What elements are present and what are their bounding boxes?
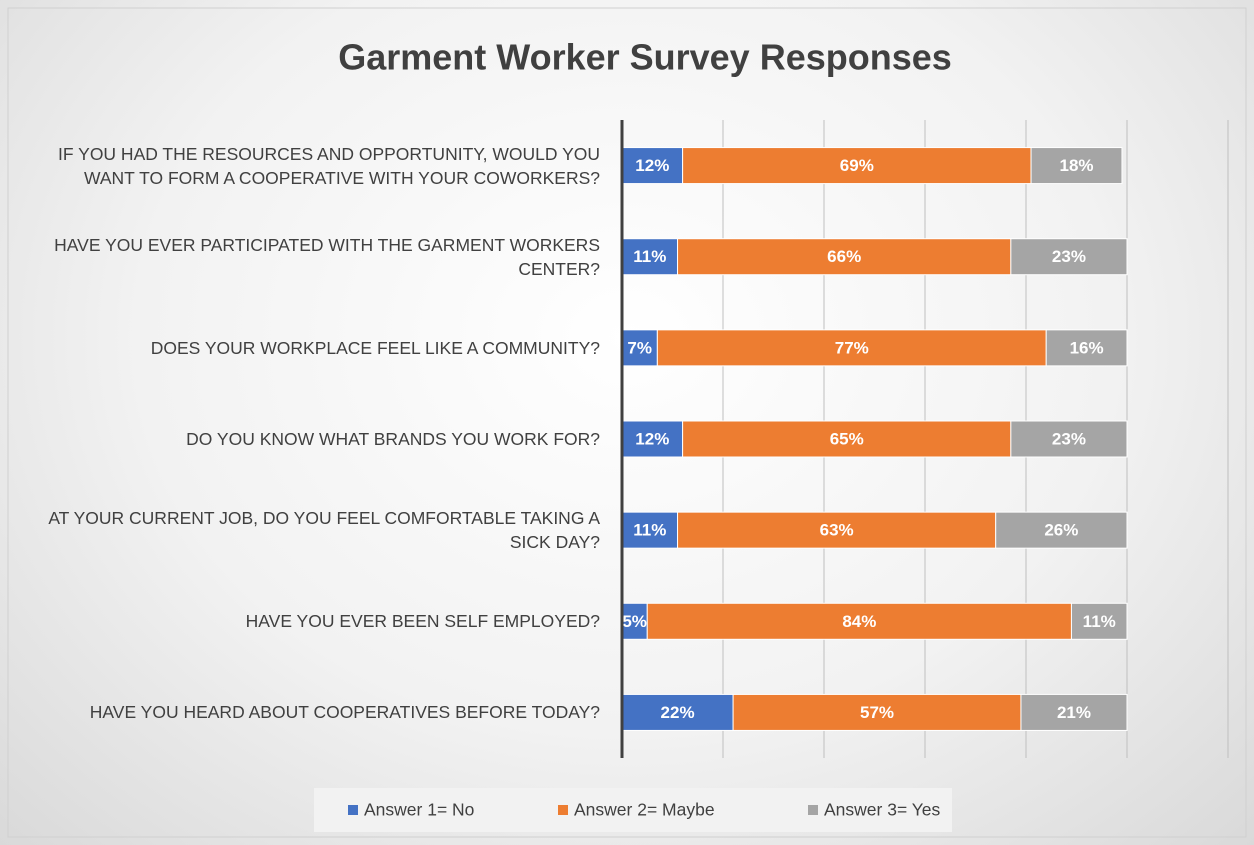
- bar-segment: [677, 511, 997, 549]
- data-label: 69%: [840, 156, 874, 175]
- bar-segment: [621, 238, 679, 276]
- data-label: 23%: [1052, 429, 1086, 448]
- bar-segment: [1010, 420, 1128, 458]
- bar-segment: [677, 238, 1012, 276]
- data-label: 18%: [1059, 156, 1093, 175]
- data-label: 63%: [820, 521, 854, 540]
- data-label: 77%: [835, 338, 869, 357]
- data-label: 65%: [830, 429, 864, 448]
- category-label: DOES YOUR WORKPLACE FEEL LIKE A COMMUNIT…: [150, 337, 600, 358]
- data-label: 16%: [1070, 338, 1104, 357]
- data-label: 57%: [860, 703, 894, 722]
- bar-segment: [1070, 602, 1128, 640]
- bar-segment: [621, 511, 679, 549]
- bar-segment: [656, 329, 1047, 367]
- bar-segment: [621, 693, 734, 731]
- data-label: 66%: [827, 247, 861, 266]
- data-label: 84%: [842, 612, 876, 631]
- legend-label: Answer 1= No: [364, 800, 474, 820]
- category-label: HAVE YOU HEARD ABOUT COOPERATIVES BEFORE…: [89, 702, 600, 723]
- category-label: DO YOU KNOW WHAT BRANDS YOU WORK FOR?: [186, 429, 600, 449]
- category-label: HAVE YOU EVER PARTICIPATED WITH THE GARM…: [54, 234, 600, 279]
- legend-box: [314, 788, 952, 832]
- legend-label: Answer 3= Yes: [824, 800, 941, 820]
- data-label: 5%: [622, 612, 647, 631]
- legend-label: Answer 2= Maybe: [574, 800, 715, 820]
- bar-segment: [1020, 693, 1128, 731]
- data-label: 22%: [661, 703, 695, 722]
- data-label: 11%: [633, 521, 666, 540]
- legend-swatch: [558, 805, 568, 815]
- bar-segment: [995, 511, 1128, 549]
- bar-segment: [621, 420, 684, 458]
- bar-segment: [621, 602, 648, 640]
- data-label: 7%: [627, 338, 652, 357]
- data-label: 12%: [635, 156, 669, 175]
- bar-segment: [646, 602, 1072, 640]
- data-label: 12%: [635, 429, 669, 448]
- bar-segment: [621, 329, 658, 367]
- frame: [7, 7, 1247, 838]
- category-label: HAVE YOU EVER BEEN SELF EMPLOYED?: [245, 611, 600, 632]
- legend-swatch: [808, 805, 818, 815]
- category-label: AT YOUR CURRENT JOB, DO YOU FEEL COMFORT…: [48, 508, 600, 553]
- bar-segment: [1045, 329, 1128, 367]
- bar-segment: [682, 420, 1012, 458]
- data-label: 21%: [1057, 703, 1091, 722]
- bar-segment: [1010, 238, 1128, 276]
- bar-segment: [1030, 147, 1123, 185]
- data-label: 26%: [1044, 521, 1078, 540]
- bar-segment: [732, 693, 1022, 731]
- data-label: 23%: [1052, 247, 1086, 266]
- data-label: 11%: [633, 247, 666, 266]
- category-label: IF YOU HAD THE RESOURCES AND OPPORTUNITY…: [58, 143, 600, 188]
- bar-segment: [682, 147, 1032, 185]
- legend-swatch: [348, 805, 358, 815]
- data-label: 11%: [1083, 612, 1116, 631]
- chart-title: Garment Worker Survey Responses: [338, 37, 952, 78]
